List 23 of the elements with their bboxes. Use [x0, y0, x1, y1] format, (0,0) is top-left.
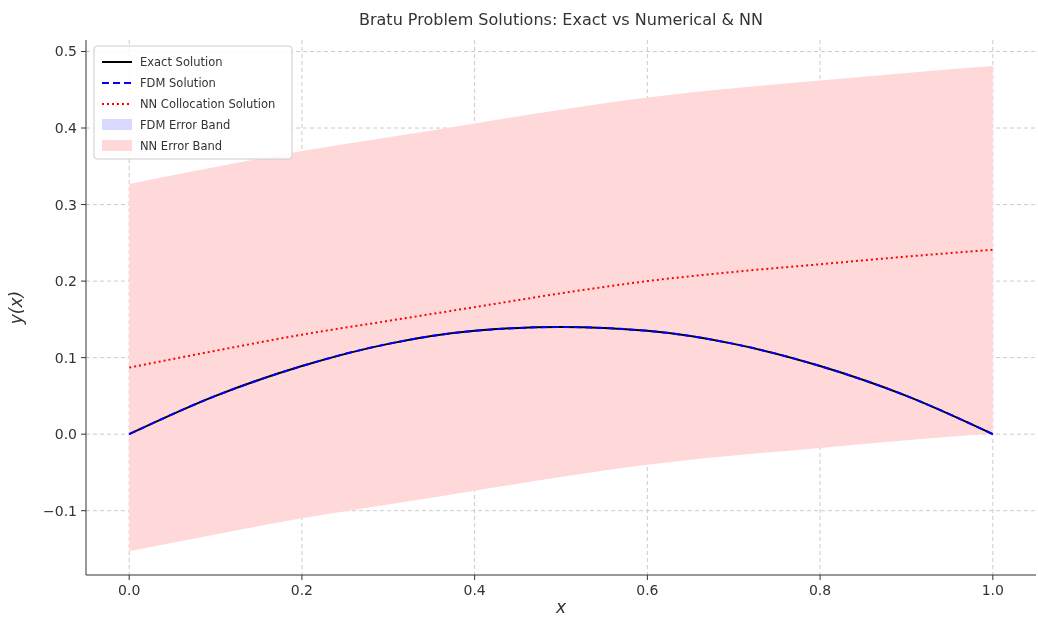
annotation: FDM Error Band — [140, 118, 231, 132]
x-tick-label: 0.4 — [463, 582, 486, 598]
chart-title: Bratu Problem Solutions: Exact vs Numerical & NN — [359, 10, 763, 29]
line-series — [128, 326, 994, 436]
x-tick-label: 0.6 — [636, 582, 659, 598]
y-tick-label: −0.1 — [43, 502, 77, 519]
line-series — [128, 248, 994, 369]
annotation: NN Error Band — [140, 139, 223, 153]
x-tick-label: 1.0 — [981, 582, 1004, 598]
legend-label: NN Collocation Solution — [140, 97, 276, 111]
legend-label: Exact Solution — [140, 55, 223, 69]
y-tick-label: 0.2 — [54, 273, 77, 290]
x-tick-label: 0.0 — [118, 582, 141, 598]
legend-label: FDM Solution — [140, 76, 216, 90]
x-axis-title: x — [554, 597, 567, 617]
y-tick-label: 0.0 — [54, 426, 77, 443]
y-tick-label: 0.4 — [54, 120, 78, 137]
y-tick-label: 0.1 — [54, 349, 77, 366]
x-tick-label: 0.8 — [808, 582, 832, 598]
y-tick-label: 0.5 — [54, 43, 77, 60]
y-tick-label: 0.3 — [54, 196, 77, 213]
x-tick-label: 0.2 — [290, 582, 314, 598]
y-axis-title: y(x) — [6, 290, 26, 326]
